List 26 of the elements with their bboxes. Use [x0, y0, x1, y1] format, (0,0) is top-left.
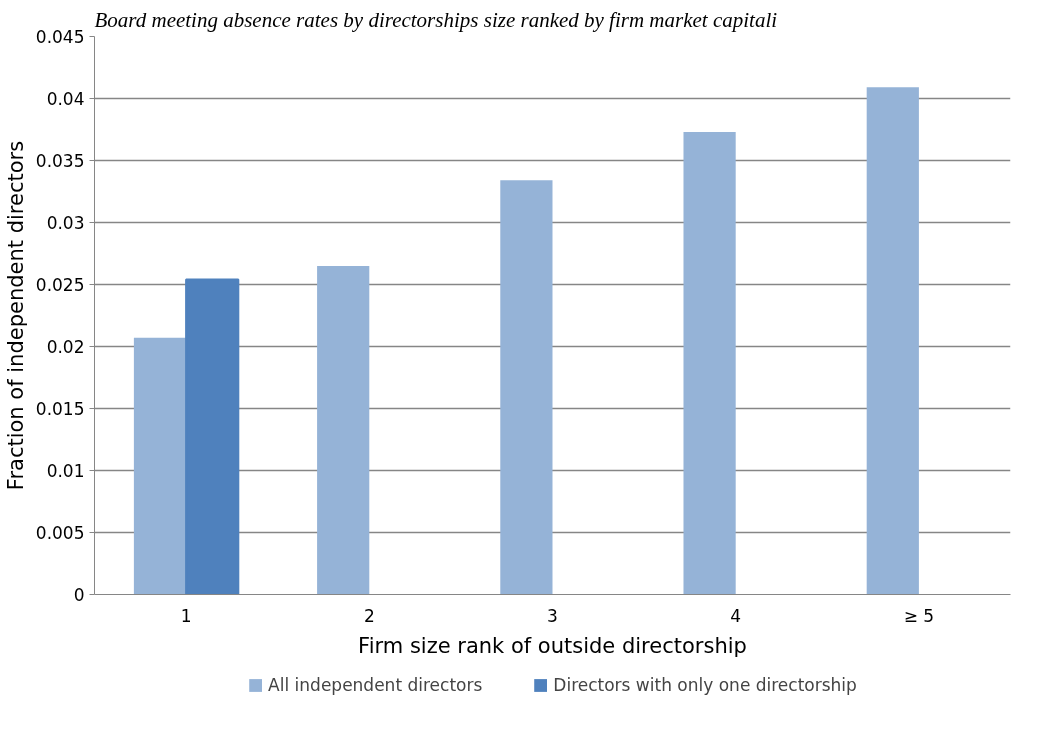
x-tick-label: ≥ 5	[903, 605, 935, 626]
y-tick-label: 0.04	[46, 89, 85, 109]
x-tick-label: 1	[180, 605, 192, 626]
y-tick-label: 0.015	[35, 399, 85, 419]
chart-title: Board meeting absence rates by directorships size ranked by firm market capitali	[94, 7, 778, 32]
x-tick-label: 4	[730, 605, 742, 626]
legend-label: All independent directors	[268, 675, 483, 695]
y-tick-label: 0.045	[35, 27, 85, 47]
y-tick-label: 0	[73, 585, 85, 605]
y-tick-label: 0.035	[35, 151, 85, 171]
legend-label: Directors with only one directorship	[553, 675, 857, 695]
y-tick-label: 0.025	[35, 275, 85, 295]
x-axis-title: Firm size rank of outside directorship	[358, 633, 747, 658]
y-tick-label: 0.005	[35, 523, 85, 543]
y-tick-label: 0.03	[46, 213, 85, 233]
x-tick-label: 2	[363, 605, 375, 626]
bar	[185, 278, 240, 595]
bar	[500, 180, 553, 595]
y-tick-label: 0.02	[46, 337, 85, 357]
bar	[866, 87, 919, 595]
x-tick-label: 3	[547, 605, 558, 626]
bar	[317, 265, 370, 595]
bar	[133, 337, 187, 595]
y-tick-label: 0.01	[46, 461, 85, 481]
bar	[683, 131, 736, 595]
y-axis-title: Fraction of independent directors	[3, 140, 28, 491]
